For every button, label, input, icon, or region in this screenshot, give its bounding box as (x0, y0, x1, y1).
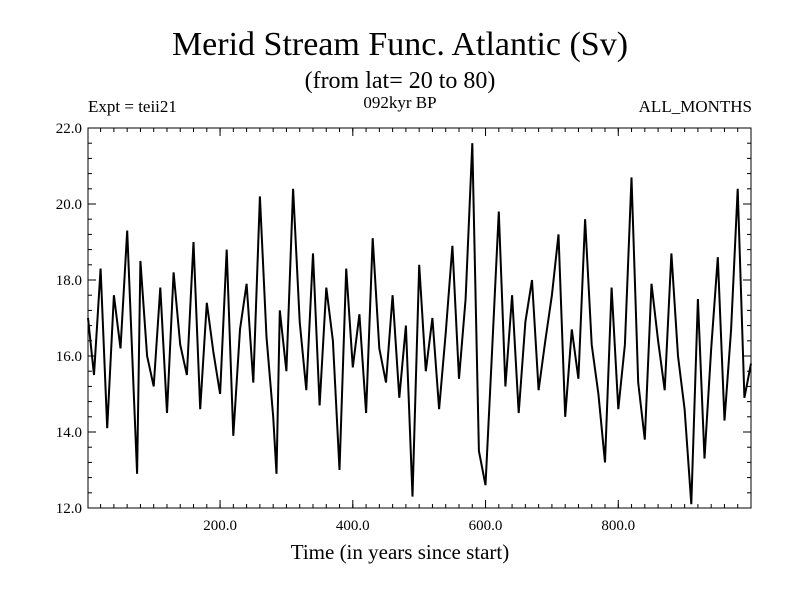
y-tick-label: 14.0 (56, 425, 82, 441)
y-tick-label: 22.0 (56, 121, 82, 137)
x-tick-label: 600.0 (469, 518, 503, 534)
period-label: 092kyr BP (363, 93, 437, 112)
y-tick-label: 18.0 (56, 273, 82, 289)
y-tick-label: 12.0 (56, 501, 82, 517)
x-tick-label: 400.0 (336, 518, 370, 534)
x-axis-label: Time (in years since start) (290, 540, 510, 564)
data-series-line (87, 143, 752, 505)
plot-frame (87, 127, 752, 509)
x-tick-label: 200.0 (203, 518, 237, 534)
chart-title: Merid Stream Func. Atlantic (Sv) (171, 26, 629, 63)
experiment-label: Expt = teii21 (88, 97, 177, 116)
y-tick-label: 16.0 (56, 349, 82, 365)
chart-subtitle: (from lat= 20 to 80) (304, 68, 496, 94)
x-tick-label: 800.0 (601, 518, 635, 534)
months-label: ALL_MONTHS (638, 97, 752, 116)
y-tick-label: 20.0 (56, 197, 82, 213)
